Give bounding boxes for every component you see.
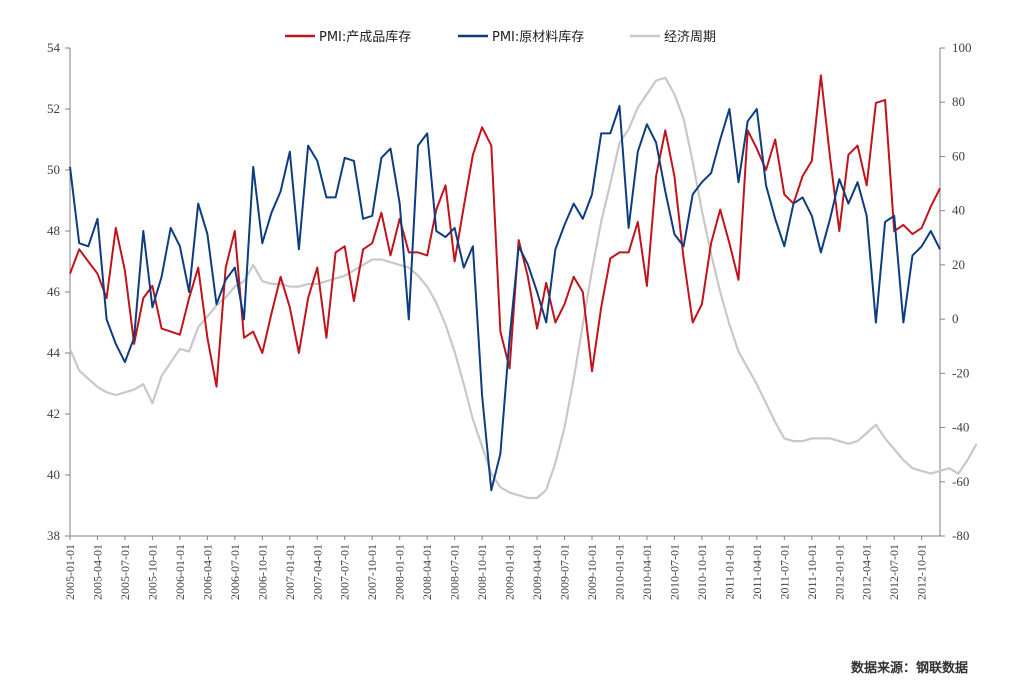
x-tick-label: 2005-10-01 bbox=[145, 544, 159, 600]
legend-label-2: PMI:原材料库存 bbox=[492, 29, 584, 45]
x-tick-label: 2007-01-01 bbox=[283, 544, 297, 600]
right-tick-label: -60 bbox=[952, 474, 969, 489]
x-tick-label: 2011-04-01 bbox=[750, 544, 764, 600]
x-tick-label: 2006-04-01 bbox=[200, 544, 214, 600]
x-tick-label: 2011-10-01 bbox=[805, 544, 819, 600]
left-tick-label: 52 bbox=[47, 101, 60, 116]
x-tick-label: 2009-07-01 bbox=[558, 544, 572, 600]
x-tick-label: 2012-04-01 bbox=[860, 544, 874, 600]
left-tick-label: 46 bbox=[47, 284, 61, 299]
x-tick-label: 2005-07-01 bbox=[118, 544, 132, 600]
left-tick-label: 48 bbox=[47, 223, 60, 238]
right-tick-label: -20 bbox=[952, 365, 969, 380]
x-tick-label: 2010-04-01 bbox=[640, 544, 654, 600]
right-tick-label: 100 bbox=[952, 40, 972, 55]
left-tick-label: 38 bbox=[47, 528, 60, 543]
series-line-3 bbox=[68, 76, 978, 500]
x-tick-label: 2007-10-01 bbox=[365, 544, 379, 600]
left-tick-label: 40 bbox=[47, 467, 60, 482]
right-tick-label: 80 bbox=[952, 94, 965, 109]
left-tick-label: 50 bbox=[47, 162, 60, 177]
left-tick-label: 54 bbox=[47, 40, 61, 55]
left-tick-label: 42 bbox=[47, 406, 60, 421]
x-tick-label: 2006-01-01 bbox=[173, 544, 187, 600]
x-tick-label: 2008-01-01 bbox=[393, 544, 407, 600]
right-tick-label: 0 bbox=[952, 311, 959, 326]
x-tick-label: 2011-07-01 bbox=[777, 544, 791, 600]
x-tick-label: 2005-01-01 bbox=[63, 544, 77, 600]
x-tick-label: 2006-10-01 bbox=[255, 544, 269, 600]
legend: PMI:产成品库存 PMI:原材料库存 经济周期 bbox=[285, 29, 716, 45]
right-tick-label: 40 bbox=[952, 203, 965, 218]
series-lines bbox=[68, 74, 978, 500]
x-tick-label: 2009-10-01 bbox=[585, 544, 599, 600]
legend-label-1: PMI:产成品库存 bbox=[319, 29, 411, 45]
right-tick-label: 60 bbox=[952, 148, 965, 163]
left-tick-label: 44 bbox=[47, 345, 61, 360]
right-tick-label: -80 bbox=[952, 528, 969, 543]
x-tick-label: 2008-07-01 bbox=[448, 544, 462, 600]
right-tick-label: -40 bbox=[952, 420, 969, 435]
x-tick-label: 2009-01-01 bbox=[503, 544, 517, 600]
x-tick-label: 2010-01-01 bbox=[612, 544, 626, 600]
series-line-1 bbox=[69, 74, 941, 388]
x-tick-label: 2008-10-01 bbox=[475, 544, 489, 600]
x-tick-label: 2007-04-01 bbox=[310, 544, 324, 600]
source-note: 数据来源：钢联数据 bbox=[850, 661, 968, 676]
series-line-2 bbox=[69, 104, 941, 492]
x-tick-label: 2010-10-01 bbox=[695, 544, 709, 600]
x-tick-label: 2011-01-01 bbox=[722, 544, 736, 600]
x-tick-label: 2012-01-01 bbox=[832, 544, 846, 600]
legend-label-3: 经济周期 bbox=[664, 30, 716, 45]
x-tick-label: 2008-04-01 bbox=[420, 544, 434, 600]
x-tick-label: 2009-04-01 bbox=[530, 544, 544, 600]
x-tick-label: 2006-07-01 bbox=[228, 544, 242, 600]
axes: 38 40 42 44 46 48 50 52 54 -80 -60 -40 -20 0 20 40 60 80 1… bbox=[47, 40, 972, 600]
x-tick-label: 2007-07-01 bbox=[338, 544, 352, 600]
x-tick-label: 2012-10-01 bbox=[915, 544, 929, 600]
x-tick-label: 2010-07-01 bbox=[667, 544, 681, 600]
x-tick-label: 2012-07-01 bbox=[887, 544, 901, 600]
x-tick-label: 2005-04-01 bbox=[90, 544, 104, 600]
right-tick-label: 20 bbox=[952, 257, 965, 272]
